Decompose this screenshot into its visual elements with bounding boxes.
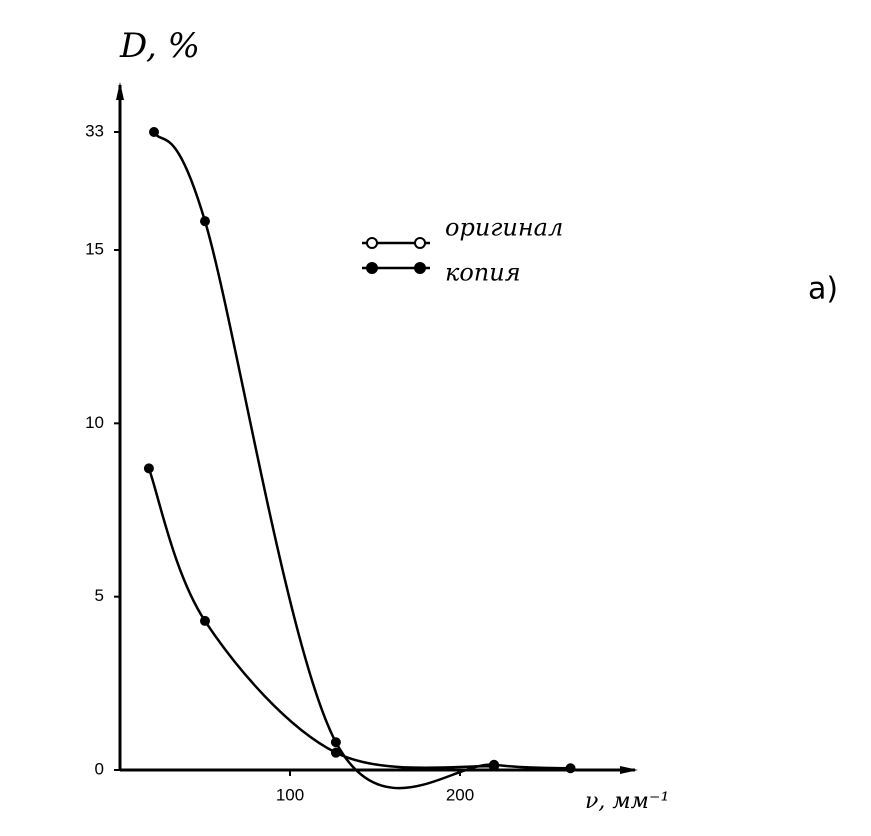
legend-label: копия — [445, 259, 521, 287]
y-tick-label: 15 — [85, 239, 104, 258]
data-point — [330, 747, 341, 758]
data-point — [565, 763, 576, 774]
legend-marker — [414, 237, 426, 249]
x-tick-label: 200 — [446, 785, 474, 804]
data-point — [200, 216, 210, 227]
legend-marker — [414, 262, 426, 274]
x-axis-label: ν, мм⁻¹ — [585, 789, 669, 814]
legend-marker — [366, 237, 378, 249]
data-point — [149, 127, 159, 137]
x-axis-arrow — [620, 766, 638, 774]
y-tick-label: 0 — [95, 759, 104, 778]
annotation: а) — [808, 272, 838, 307]
y-tick-label: 5 — [95, 586, 104, 605]
data-point — [489, 759, 499, 770]
series-line — [147, 467, 495, 770]
data-point — [143, 463, 154, 474]
y-tick-label: 33 — [85, 121, 104, 140]
y-axis-label: D, % — [119, 26, 200, 66]
legend-label: оригинал — [445, 214, 563, 242]
legend-marker — [366, 262, 378, 274]
x-tick-label: 100 — [276, 785, 304, 804]
data-point — [200, 615, 210, 626]
data-point — [330, 737, 341, 748]
y-axis-arrow — [116, 82, 124, 100]
y-tick-label: 10 — [85, 413, 104, 432]
